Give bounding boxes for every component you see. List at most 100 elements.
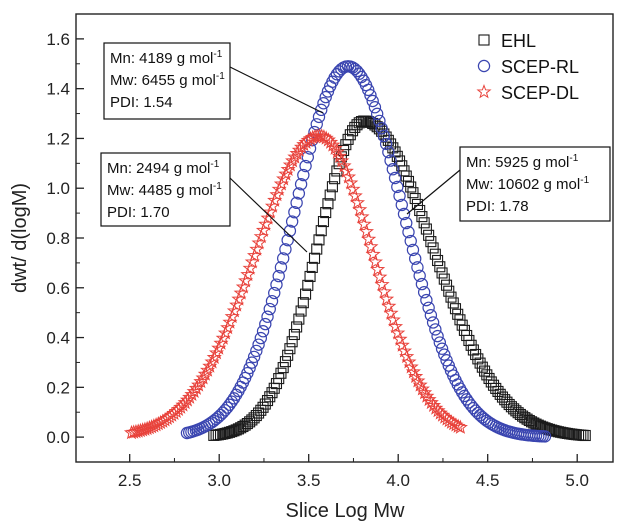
y-tick-label: 1.4 (46, 80, 70, 99)
data-point-scep-dl (269, 186, 285, 202)
data-point-scep-rl (270, 278, 283, 291)
data-point-ehl (407, 187, 419, 199)
annotation-leader-line (229, 66, 324, 114)
data-point-scep-rl (388, 171, 402, 185)
annotation-leader-line (406, 169, 461, 215)
data-point-ehl (409, 192, 421, 205)
data-point-ehl (405, 181, 417, 193)
data-point-scep-dl (374, 276, 390, 292)
data-point-scep-dl (213, 335, 229, 350)
data-point-scep-rl (254, 331, 268, 345)
data-point-scep-dl (323, 134, 339, 149)
y-tick-label: 0.4 (46, 329, 70, 348)
data-point-scep-dl (338, 163, 354, 178)
data-point-ehl (449, 303, 462, 315)
data-point-scep-dl (379, 291, 395, 306)
data-point-scep-dl (410, 373, 426, 388)
data-point-ehl (411, 198, 423, 211)
data-point-scep-rl (227, 392, 241, 405)
data-point-scep-dl (354, 209, 370, 224)
data-point-ehl (279, 356, 291, 368)
data-point-scep-dl (387, 318, 404, 334)
data-point-scep-rl (223, 398, 236, 411)
data-point-scep-dl (336, 158, 352, 173)
data-point-scep-rl (406, 243, 420, 257)
annotation-mn: Mn: 5925 g mol-1 (466, 153, 579, 171)
legend-item-scep-dl: SCEP-DL (476, 83, 579, 103)
data-point-scep-dl (421, 391, 437, 407)
data-point-scep-rl (382, 145, 395, 159)
data-point-scep-dl (340, 169, 357, 184)
data-point-ehl (429, 248, 441, 260)
legend-marker-ehl (478, 34, 490, 46)
data-point-scep-rl (431, 329, 444, 343)
data-point-ehl (284, 343, 296, 355)
data-point-scep-rl (402, 225, 415, 239)
data-point-ehl (420, 223, 432, 235)
data-point-scep-rl (455, 386, 469, 399)
data-point-scep-dl (132, 422, 148, 438)
data-point-scep-dl (383, 305, 399, 320)
data-point-ehl (282, 349, 294, 361)
data-point-scep-dl (394, 337, 410, 352)
data-point-scep-dl (220, 319, 236, 335)
data-point-scep-dl (385, 312, 401, 327)
annotation-pdi: PDI: 1.54 (110, 94, 173, 111)
data-point-scep-rl (265, 294, 279, 308)
data-point-scep-dl (215, 330, 231, 345)
data-point-scep-rl (411, 261, 424, 274)
data-point-ehl (443, 285, 455, 297)
data-point-ehl (436, 267, 448, 279)
data-point-scep-dl (278, 166, 294, 181)
data-point-scep-dl (139, 420, 155, 436)
data-point-scep-rl (252, 338, 265, 351)
data-point-scep-rl (243, 361, 256, 375)
data-point-ehl (288, 328, 300, 341)
data-point-scep-dl (240, 266, 256, 282)
data-point-scep-dl (356, 216, 372, 231)
data-point-scep-rl (424, 309, 438, 322)
data-point-scep-rl (377, 129, 391, 143)
data-point-scep-dl (450, 418, 466, 433)
y-tick-label: 0.6 (46, 279, 70, 298)
x-tick-label: 3.0 (207, 471, 231, 490)
data-point-scep-rl (386, 163, 400, 176)
data-point-ehl (423, 229, 435, 241)
data-point-scep-dl (244, 254, 260, 269)
data-point-scep-rl (263, 302, 276, 316)
data-point-ehl (297, 297, 309, 309)
data-point-ehl (300, 288, 312, 300)
data-point-scep-dl (206, 349, 222, 365)
data-point-ehl (320, 207, 332, 219)
data-point-scep-rl (290, 196, 303, 210)
data-point-scep-rl (247, 350, 261, 364)
data-point-scep-dl (242, 260, 258, 275)
data-point-scep-rl (440, 354, 453, 367)
data-point-scep-dl (396, 343, 413, 358)
data-point-scep-rl (317, 97, 330, 110)
data-point-scep-dl (238, 272, 254, 288)
data-point-ehl (295, 305, 307, 317)
data-point-ehl (445, 291, 457, 303)
data-point-scep-dl (325, 137, 341, 152)
data-point-ehl (311, 243, 323, 255)
data-point-scep-rl (353, 67, 366, 80)
data-point-scep-rl (288, 205, 301, 219)
data-point-scep-rl (391, 180, 404, 194)
data-point-scep-rl (538, 430, 552, 443)
data-point-scep-rl (364, 89, 377, 102)
data-point-ehl (291, 321, 303, 333)
annotation-leader-line (229, 177, 308, 253)
data-point-scep-rl (438, 348, 451, 361)
data-point-scep-dl (211, 340, 227, 355)
data-point-scep-rl (469, 404, 482, 417)
data-point-scep-rl (272, 269, 285, 283)
data-point-ehl (317, 216, 330, 228)
y-tick-label: 0.8 (46, 229, 70, 248)
data-point-ehl (326, 181, 338, 193)
data-point-scep-dl (253, 228, 269, 244)
data-point-scep-rl (426, 316, 440, 329)
legend-item-scep-rl: SCEP-RL (477, 57, 579, 77)
annotation-mw: Mw: 4485 g mol-1 (107, 181, 222, 199)
ann-ehl: Mn: 5925 g mol-1 Mw: 10602 g mol-1 PDI: 1.… (406, 146, 611, 222)
